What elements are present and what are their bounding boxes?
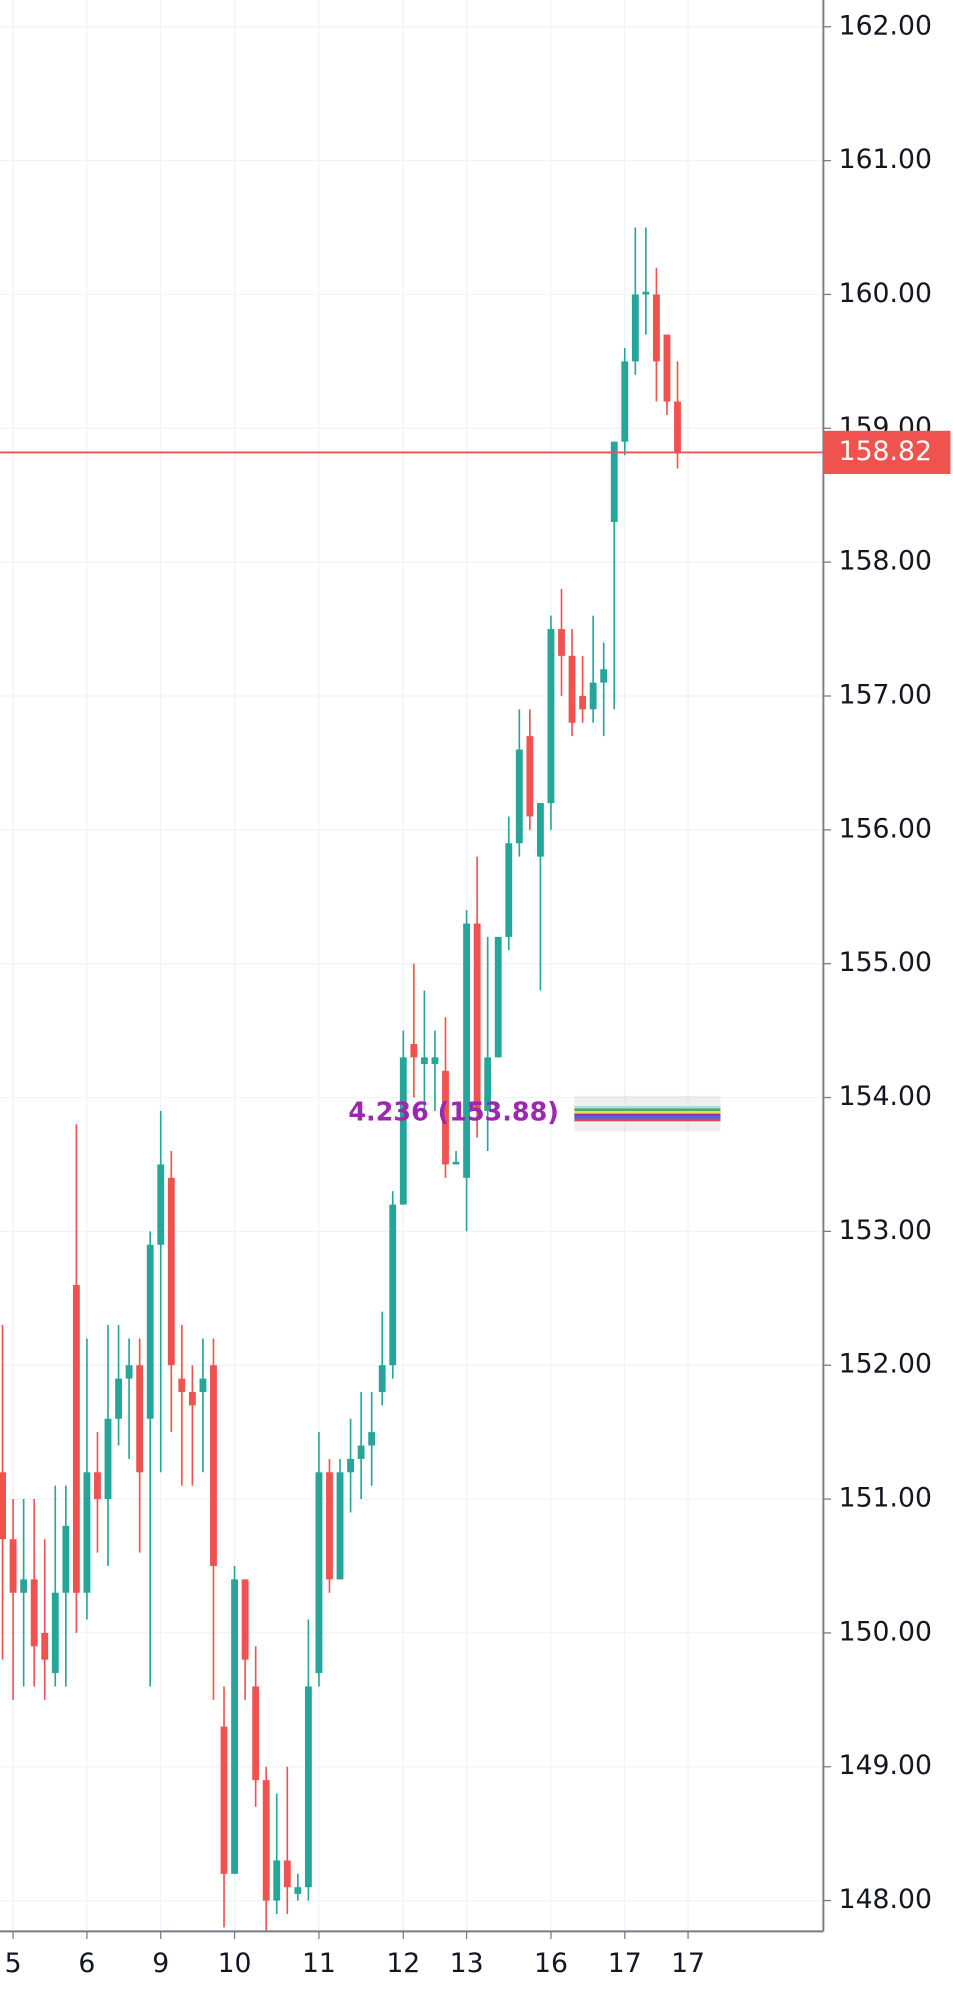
x-tick-label: 16	[534, 1948, 568, 1979]
candle-body	[431, 1057, 439, 1065]
y-tick-label: 160.00	[839, 278, 932, 309]
x-tick-label: 12	[386, 1948, 420, 1979]
candle-body	[357, 1445, 365, 1459]
candle-body	[536, 803, 544, 857]
candle-body	[72, 1284, 80, 1593]
candle-body	[420, 1057, 428, 1065]
candle-body	[136, 1365, 144, 1473]
candle-body	[600, 669, 608, 683]
candle-body	[621, 361, 629, 442]
price-label: 158.82	[839, 436, 932, 467]
candle-body	[0, 1472, 6, 1540]
candle-body	[515, 749, 523, 844]
candle-body	[315, 1472, 323, 1674]
fib-band	[574, 1095, 721, 1132]
candle-body	[41, 1632, 49, 1660]
candle-body	[20, 1579, 28, 1593]
x-tick-label: 17	[671, 1948, 705, 1979]
candle-body	[494, 936, 502, 1058]
candle-body	[399, 1057, 407, 1205]
candle-body	[188, 1391, 196, 1406]
y-tick-label: 161.00	[839, 144, 932, 175]
candle-body	[610, 441, 618, 522]
candle-body	[568, 655, 576, 723]
y-tick-label: 149.00	[839, 1750, 932, 1781]
y-tick-label: 152.00	[839, 1349, 932, 1380]
candle-body	[125, 1365, 133, 1379]
candle-body	[378, 1365, 386, 1392]
x-tick-label: 9	[152, 1948, 169, 1979]
candle-body	[347, 1458, 355, 1473]
x-tick-label: 10	[218, 1948, 252, 1979]
candle-body	[589, 682, 597, 710]
candle-body	[389, 1204, 397, 1366]
candle-body	[368, 1432, 376, 1446]
candle-body	[558, 629, 565, 656]
candle-body	[210, 1365, 217, 1566]
candle-body	[484, 1057, 492, 1111]
y-tick-label: 158.00	[839, 546, 932, 577]
candle-body	[283, 1860, 291, 1888]
y-tick-label: 154.00	[839, 1081, 932, 1112]
candle-body	[463, 923, 471, 1178]
axis-bg	[823, 0, 953, 1993]
candle-body	[62, 1525, 70, 1593]
y-tick-label: 156.00	[839, 813, 932, 844]
candle-body	[304, 1686, 312, 1888]
y-tick-label: 155.00	[839, 947, 932, 978]
axis-bg	[0, 1931, 953, 1993]
candle-body	[410, 1043, 418, 1058]
candle-body	[262, 1780, 270, 1901]
y-tick-label: 162.00	[839, 10, 932, 41]
candle-body	[442, 1070, 449, 1165]
candle-body	[473, 923, 481, 1111]
candle-body	[104, 1418, 112, 1500]
candle-body	[146, 1244, 154, 1419]
candle-body	[241, 1579, 249, 1660]
candle-body	[579, 695, 587, 710]
candle-body	[30, 1579, 38, 1647]
y-tick-label: 148.00	[839, 1884, 932, 1915]
candle-body	[547, 629, 555, 804]
candle-body	[83, 1472, 91, 1593]
x-tick-label: 6	[78, 1948, 95, 1979]
candle-body	[231, 1579, 239, 1874]
candle-body	[505, 843, 513, 937]
candle-body	[336, 1472, 344, 1580]
y-tick-label: 157.00	[839, 679, 932, 710]
y-tick-label: 150.00	[839, 1616, 932, 1647]
candle-body	[220, 1726, 228, 1874]
annotation: 4.236 (153.88)	[348, 1097, 558, 1127]
candle-body	[273, 1860, 281, 1901]
price-label-bg	[823, 430, 951, 474]
x-tick-label: 5	[5, 1948, 22, 1979]
x-tick-label: 17	[608, 1948, 642, 1979]
candle-body	[115, 1378, 122, 1419]
y-tick-label: 153.00	[839, 1215, 932, 1246]
candle-body	[452, 1161, 460, 1165]
candle-body	[326, 1472, 333, 1580]
candle-body	[663, 334, 671, 402]
candle-body	[642, 291, 650, 295]
candle-body	[167, 1177, 175, 1366]
candle-body	[674, 401, 681, 453]
candle-body	[94, 1472, 101, 1500]
candle-body	[178, 1378, 186, 1392]
candle-body	[252, 1686, 260, 1781]
candle-body	[294, 1887, 302, 1894]
candle-body	[157, 1164, 165, 1245]
candle-body	[199, 1378, 207, 1392]
x-tick-label: 11	[302, 1948, 336, 1979]
candle-body	[9, 1539, 17, 1593]
candle-body	[652, 294, 660, 362]
candle-body	[51, 1592, 59, 1674]
candle-body	[526, 736, 534, 817]
x-tick-label: 13	[450, 1948, 484, 1979]
y-tick-label: 151.00	[839, 1483, 932, 1514]
candle-body	[631, 294, 639, 362]
